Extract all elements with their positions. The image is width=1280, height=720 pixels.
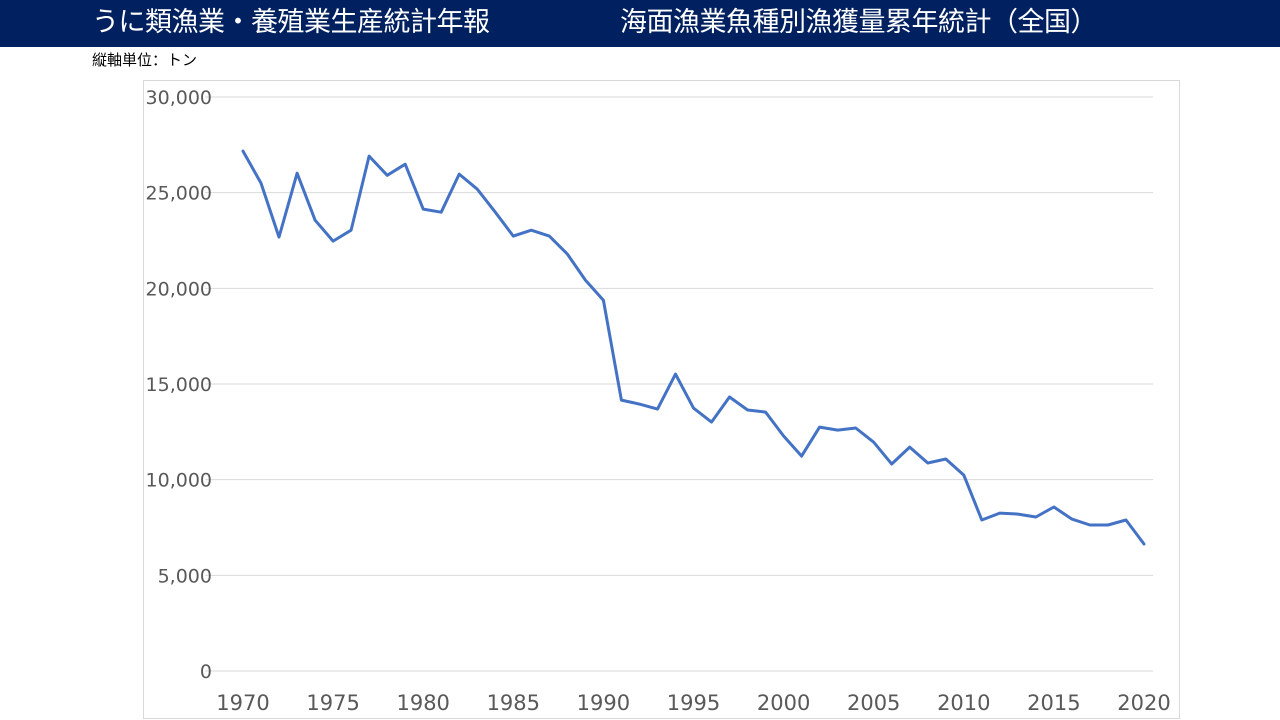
x-tick-label: 1975 xyxy=(306,691,359,715)
y-tick-label: 20,000 xyxy=(146,278,212,300)
y-tick-label: 30,000 xyxy=(146,87,212,109)
x-tick-label: 1995 xyxy=(667,691,720,715)
x-axis-ticks: 1970 1975 1980 1985 1990 1995 2000 2005 2010 2015… xyxy=(216,691,1170,715)
x-tick-label: 1980 xyxy=(396,691,449,715)
y-tick-label: 15,000 xyxy=(146,374,212,396)
x-tick-label: 2010 xyxy=(937,691,990,715)
x-tick-label: 2000 xyxy=(757,691,810,715)
x-tick-label: 2005 xyxy=(847,691,900,715)
header-title-left: うに類漁業・養殖業生産統計年報 xyxy=(92,7,490,38)
y-tick-label: 5,000 xyxy=(158,565,212,587)
y-tick-label: 0 xyxy=(200,661,212,683)
gridlines xyxy=(205,96,1153,672)
data-series-line xyxy=(241,149,1146,546)
y-tick-label: 25,000 xyxy=(146,183,212,205)
y-axis-ticks: 0 5,000 10,000 15,000 20,000 25,000 30,000 xyxy=(146,87,212,683)
header-title-right: 海面漁業魚種別漁獲量累年統計（全国） xyxy=(620,7,1098,38)
y-axis-unit-label: 縦軸単位：トン xyxy=(92,51,198,69)
x-tick-label: 1970 xyxy=(216,691,269,715)
y-tick-label: 10,000 xyxy=(146,470,212,492)
x-tick-label: 2015 xyxy=(1027,691,1080,715)
x-tick-label: 1990 xyxy=(577,691,630,715)
x-tick-label: 2020 xyxy=(1117,691,1170,715)
header-bar: うに類漁業・養殖業生産統計年報 海面漁業魚種別漁獲量累年統計（全国） xyxy=(0,0,1280,47)
x-tick-label: 1985 xyxy=(487,691,540,715)
